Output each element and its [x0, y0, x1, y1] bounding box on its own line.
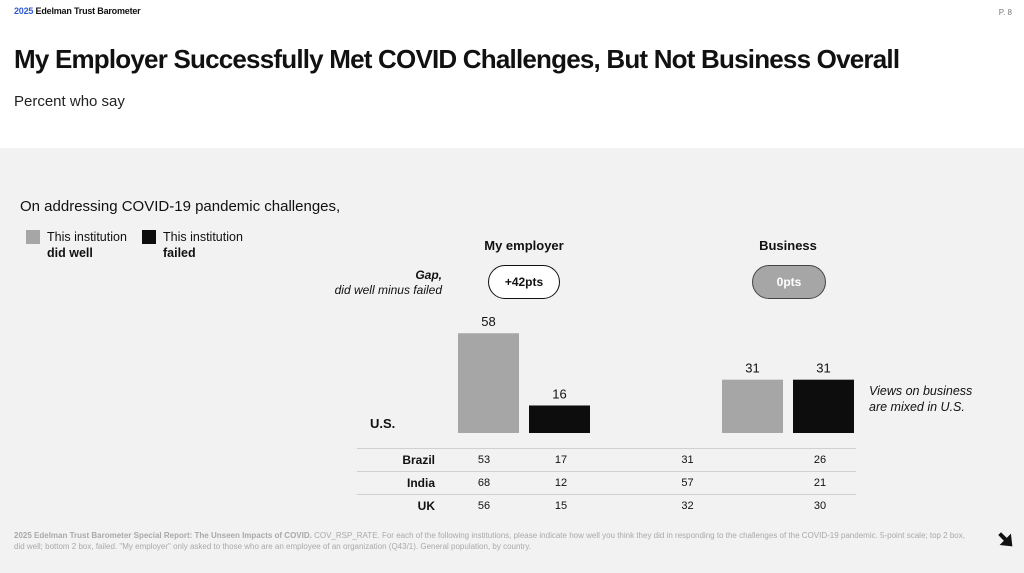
- legend-item-failed: This institution failed: [142, 229, 243, 261]
- page-title: My Employer Successfully Met COVID Chall…: [14, 44, 900, 74]
- chart-note: Views on business are mixed in U.S.: [869, 384, 973, 414]
- bar-did-well-my-employer: [458, 333, 519, 433]
- country-label: UK: [357, 494, 437, 518]
- gap-label-desc: did well minus failed: [334, 283, 442, 297]
- legend-swatch-failed: [142, 230, 156, 244]
- table-cell: 57: [591, 471, 784, 495]
- gap-pill-business: 0pts: [752, 265, 826, 299]
- table-cell: 68: [437, 471, 531, 495]
- next-arrow-icon[interactable]: [996, 530, 1016, 550]
- table-cell: 26: [784, 448, 856, 472]
- legend-label-line1: This institution: [47, 230, 127, 244]
- table-cell: 30: [784, 494, 856, 518]
- country-table: Brazil 53 17 31 26 India 68 12 57 21 UK …: [357, 448, 856, 518]
- group-title-my-employer: My employer: [484, 238, 564, 253]
- bar-value-label: 58: [481, 314, 495, 329]
- table-cell: 53: [437, 448, 531, 472]
- table-cell: 32: [591, 494, 784, 518]
- us-bar-chart: 58 31 16 31: [458, 314, 854, 433]
- table-cell: 15: [531, 494, 591, 518]
- page-number: P. 8: [998, 8, 1012, 17]
- legend-label-line1: This institution: [163, 230, 243, 244]
- table-cell: 12: [531, 471, 591, 495]
- footnote: 2025 Edelman Trust Barometer Special Rep…: [14, 530, 974, 552]
- legend-swatch-did-well: [26, 230, 40, 244]
- gap-label-title: Gap,: [415, 268, 442, 282]
- legend-item-did-well: This institution did well: [26, 229, 127, 261]
- brand-name: Edelman Trust Barometer: [35, 6, 141, 16]
- page-subtitle: Percent who say: [14, 93, 125, 110]
- row-label-us: U.S.: [370, 416, 396, 431]
- footnote-text: COV_RSP_RATE. For each of the following …: [14, 531, 965, 551]
- chart-intro: On addressing COVID-19 pandemic challeng…: [20, 198, 341, 215]
- country-label: India: [357, 471, 437, 495]
- bar-value-label: 31: [745, 361, 759, 376]
- bar-value-label: 31: [816, 361, 830, 376]
- country-label: Brazil: [357, 448, 437, 472]
- bar-failed-business: [793, 379, 854, 433]
- brand-logo: 2025 Edelman Trust Barometer: [14, 6, 141, 16]
- bar-did-well-business: [722, 379, 783, 433]
- table-cell: 21: [784, 471, 856, 495]
- legend-label-line2: did well: [47, 246, 93, 260]
- table-row-uk: UK 56 15 32 30: [357, 494, 856, 518]
- table-row-india: India 68 12 57 21: [357, 471, 856, 495]
- table-row-brazil: Brazil 53 17 31 26: [357, 448, 856, 472]
- brand-year: 2025: [14, 6, 34, 16]
- table-cell: 17: [531, 448, 591, 472]
- gap-pill-my-employer: +42pts: [488, 265, 560, 299]
- bar-failed-my-employer: [529, 405, 590, 433]
- bar-value-label: 16: [552, 386, 566, 401]
- group-title-business: Business: [759, 238, 817, 253]
- legend-label-line2: failed: [163, 246, 196, 260]
- footnote-source: 2025 Edelman Trust Barometer Special Rep…: [14, 531, 312, 540]
- table-cell: 31: [591, 448, 784, 472]
- gap-label: Gap, did well minus failed: [300, 268, 442, 298]
- table-cell: 56: [437, 494, 531, 518]
